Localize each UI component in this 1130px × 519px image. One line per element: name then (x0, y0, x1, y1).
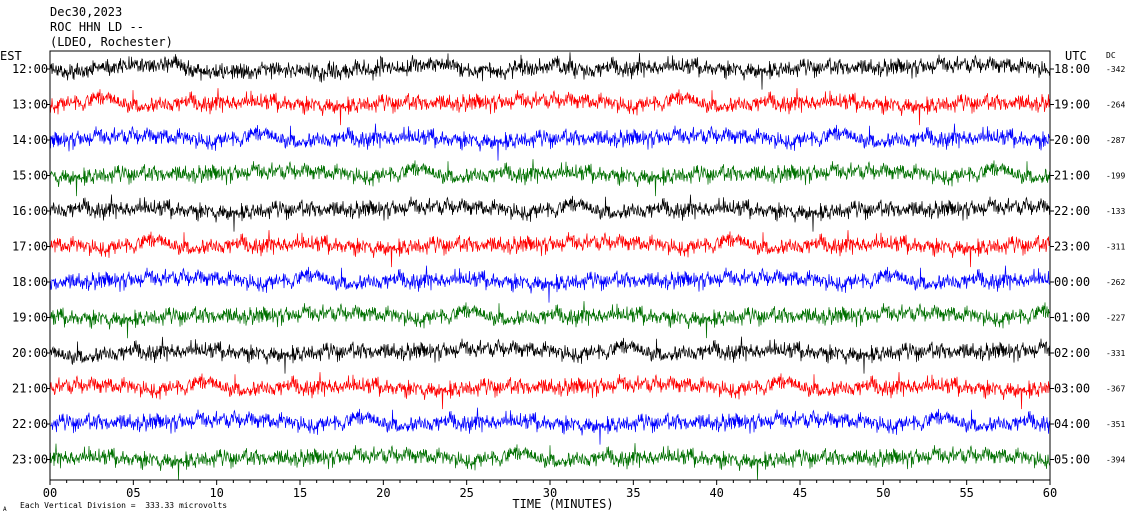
hour-row-labels: 12:00 18:00 -342 13:00 19:00 -264 14:00 20:00 -2… (12, 62, 1125, 467)
est-hour-label: 23:00 (12, 453, 48, 467)
est-hour-label: 20:00 (12, 346, 48, 360)
dc-offset-value: -367 (1106, 385, 1125, 394)
dc-offset-value: -262 (1106, 278, 1125, 287)
utc-hour-label: 00:00 (1054, 275, 1090, 289)
trace-1500 (49, 159, 1051, 197)
est-hour-label: 15:00 (12, 169, 48, 183)
station-code: ROC HHN LD -- (50, 20, 144, 34)
corner-mark: A (3, 506, 7, 513)
vertical-scale-note: Each Vertical Division = 333.33 microvol… (20, 501, 227, 510)
dc-offset-value: -331 (1106, 349, 1125, 358)
x-tick-label: 15 (293, 486, 307, 500)
trace-1600 (49, 194, 1051, 232)
utc-hour-label: 19:00 (1054, 98, 1090, 112)
trace-2200 (49, 407, 1051, 445)
dc-offset-value: -351 (1106, 420, 1125, 429)
utc-hour-label: 05:00 (1054, 453, 1090, 467)
est-hour-label: 22:00 (12, 417, 48, 431)
trace-1900 (49, 301, 1051, 339)
trace-1700 (49, 230, 1051, 268)
dc-offset-value: -199 (1106, 172, 1125, 181)
x-tick-label: 50 (876, 486, 890, 500)
recording-date: Dec30,2023 (50, 5, 122, 19)
dc-offset-value: -342 (1106, 65, 1125, 74)
x-tick-label: 05 (126, 486, 140, 500)
est-hour-label: 12:00 (12, 62, 48, 76)
utc-hour-label: 01:00 (1054, 311, 1090, 325)
trace-1300 (49, 88, 1051, 126)
est-hour-label: 13:00 (12, 98, 48, 112)
est-hour-label: 14:00 (12, 133, 48, 147)
utc-hour-label: 22:00 (1054, 204, 1090, 218)
station-network: (LDEO, Rochester) (50, 35, 173, 49)
x-tick-label: 30 (543, 486, 557, 500)
utc-hour-label: 21:00 (1054, 169, 1090, 183)
utc-hour-label: 02:00 (1054, 346, 1090, 360)
x-tick-label: 20 (376, 486, 390, 500)
utc-hour-label: 20:00 (1054, 133, 1090, 147)
est-axis-label: EST (0, 49, 22, 63)
trace-2000 (49, 336, 1051, 374)
utc-hour-label: 04:00 (1054, 417, 1090, 431)
dc-offset-value: -311 (1106, 243, 1125, 252)
trace-2100 (49, 372, 1051, 410)
x-tick-label: 00 (43, 486, 57, 500)
x-tick-label: 55 (959, 486, 973, 500)
trace-1800 (49, 265, 1051, 303)
x-tick-label: 45 (793, 486, 807, 500)
x-tick-label: 10 (209, 486, 223, 500)
dc-offset-value: -133 (1106, 207, 1125, 216)
est-hour-label: 17:00 (12, 240, 48, 254)
utc-hour-label: 23:00 (1054, 240, 1090, 254)
dc-offset-value: -394 (1106, 456, 1125, 465)
dc-offset-value: -287 (1106, 136, 1125, 145)
x-tick-label: 60 (1043, 486, 1057, 500)
est-hour-label: 21:00 (12, 382, 48, 396)
trace-1200 (49, 52, 1051, 90)
est-hour-label: 16:00 (12, 204, 48, 218)
x-tick-label: 40 (709, 486, 723, 500)
dc-offset-value: -264 (1106, 101, 1125, 110)
utc-hour-label: 03:00 (1054, 382, 1090, 396)
utc-axis-label: UTC (1065, 49, 1087, 63)
dc-column-label: DC (1106, 51, 1116, 60)
dc-offset-value: -227 (1106, 314, 1125, 323)
time-axis-title: TIME (MINUTES) (512, 497, 613, 511)
time-axis: 00 05 10 15 20 25 30 35 40 45 50 55 60 (43, 480, 1057, 500)
trace-1400 (49, 123, 1051, 161)
est-hour-label: 19:00 (12, 311, 48, 325)
x-tick-label: 25 (459, 486, 473, 500)
seismic-traces (49, 52, 1051, 481)
trace-2300 (49, 443, 1051, 481)
x-tick-label: 35 (626, 486, 640, 500)
est-hour-label: 18:00 (12, 275, 48, 289)
utc-hour-label: 18:00 (1054, 62, 1090, 76)
